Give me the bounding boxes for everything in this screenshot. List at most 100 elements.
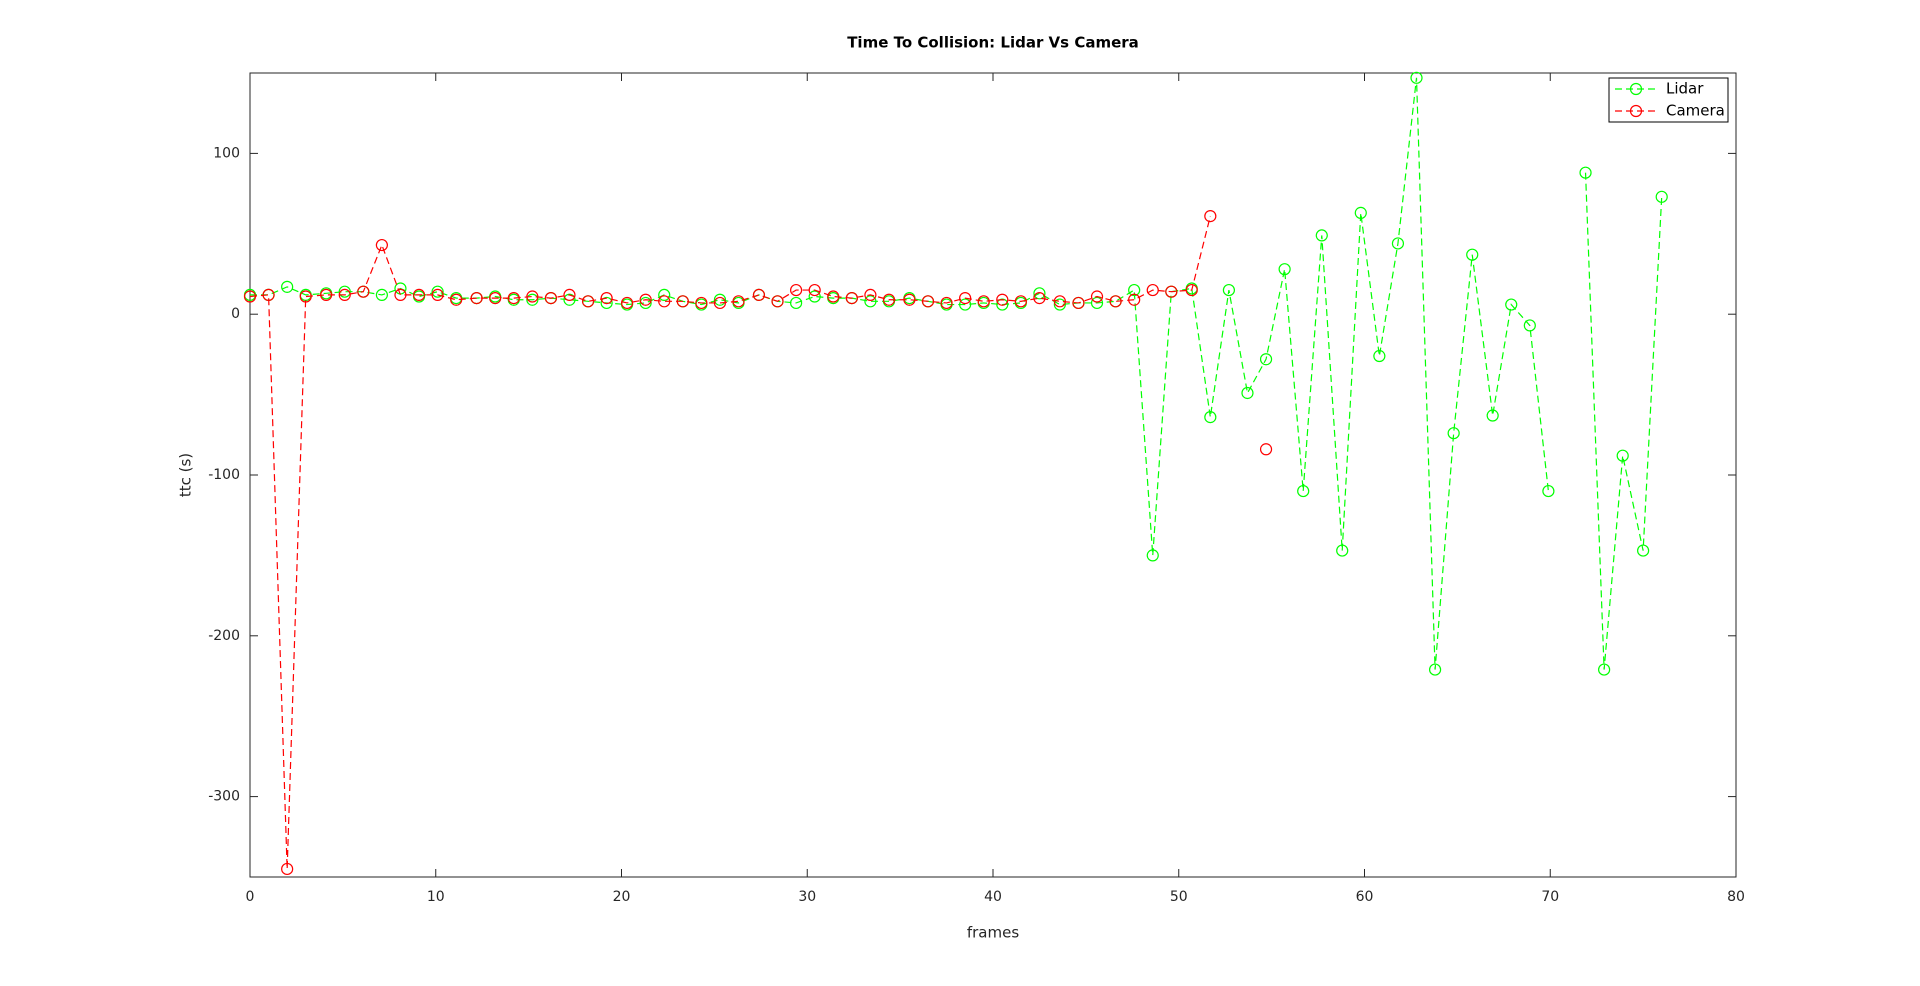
data-point (1315, 229, 1328, 242)
data-point (827, 290, 840, 303)
data-point (752, 288, 766, 302)
data-point (394, 288, 407, 302)
data-point (732, 295, 745, 308)
data-point (1033, 287, 1046, 300)
data-point (299, 290, 312, 303)
data-point (375, 238, 388, 252)
y-axis-label: ttc (s) (177, 453, 195, 497)
data-point (1278, 263, 1291, 276)
data-point (1447, 427, 1460, 440)
series-line (250, 216, 1266, 869)
legend-box (1608, 77, 1729, 123)
data-point (489, 292, 502, 305)
data-point (1053, 295, 1066, 308)
data-point (1428, 663, 1442, 676)
data-point (996, 298, 1009, 311)
data-point (563, 288, 576, 302)
data-point (1373, 349, 1386, 363)
data-point (1579, 166, 1592, 179)
legend-marker (1629, 82, 1643, 96)
data-point (1204, 411, 1217, 424)
data-point (790, 283, 803, 297)
data-point (243, 290, 257, 303)
data-point (1109, 295, 1122, 308)
data-point (1165, 285, 1178, 298)
data-point (620, 296, 634, 310)
data-point (1336, 544, 1349, 557)
data-point (1204, 210, 1217, 223)
data-point (1090, 296, 1104, 310)
y-tick-label: 0 (231, 306, 240, 322)
x-tick-label: 20 (613, 889, 631, 905)
data-point (676, 295, 689, 308)
data-point (431, 288, 444, 302)
data-point (281, 862, 294, 876)
data-point (864, 288, 877, 302)
data-point (1259, 353, 1273, 366)
x-tick-label: 70 (1541, 889, 1559, 905)
data-point (977, 295, 990, 308)
data-point (864, 295, 877, 308)
data-point (1033, 292, 1046, 305)
x-tick-label: 80 (1727, 889, 1745, 905)
data-point (1259, 443, 1273, 456)
legend-label: Lidar (1666, 80, 1704, 98)
data-point (1616, 449, 1629, 462)
data-point (903, 293, 916, 306)
data-point (526, 290, 539, 303)
data-point (1542, 484, 1555, 498)
data-point (1146, 283, 1159, 297)
data-point (1014, 295, 1027, 308)
data-point (771, 295, 784, 308)
data-point (1655, 190, 1668, 203)
data-point (1637, 544, 1650, 557)
data-point (713, 296, 727, 310)
y-tick-label: -200 (208, 628, 240, 644)
data-point (281, 280, 294, 293)
data-point (713, 293, 727, 306)
data-point (959, 292, 972, 305)
data-point (1297, 484, 1310, 498)
data-point (1090, 290, 1104, 303)
data-point (581, 295, 595, 308)
x-tick-label: 40 (984, 889, 1002, 905)
data-point (1505, 298, 1518, 311)
data-point (1410, 71, 1423, 84)
y-tick-label: 100 (213, 145, 240, 161)
data-point (507, 292, 520, 305)
data-point (845, 292, 858, 305)
x-axis-label: frames (967, 924, 1019, 942)
data-point (639, 296, 652, 310)
x-tick-label: 50 (1170, 889, 1188, 905)
data-point (1185, 283, 1198, 297)
data-point (639, 293, 652, 306)
data-point (1222, 283, 1236, 297)
data-point (1391, 237, 1405, 250)
data-point (1072, 296, 1085, 310)
x-tick-label: 0 (246, 889, 255, 905)
data-point (431, 285, 444, 298)
data-point (1146, 549, 1159, 562)
data-point (1128, 293, 1141, 306)
data-point (1241, 386, 1254, 400)
data-point (658, 288, 671, 302)
data-point (338, 288, 351, 302)
data-point (882, 293, 896, 306)
data-point (959, 298, 972, 311)
legend-marker (1629, 104, 1643, 118)
data-point (412, 288, 426, 302)
data-point (1523, 319, 1536, 332)
data-point (808, 283, 821, 297)
data-point (996, 293, 1009, 306)
data-point (544, 292, 558, 305)
data-point (940, 296, 953, 310)
series-line (250, 77, 1663, 670)
data-point (1128, 283, 1141, 297)
y-tick-label: -300 (208, 789, 240, 805)
legend-label: Camera (1666, 102, 1725, 120)
data-point (600, 296, 613, 310)
data-point (1053, 298, 1066, 311)
y-tick-label: -100 (208, 467, 240, 483)
